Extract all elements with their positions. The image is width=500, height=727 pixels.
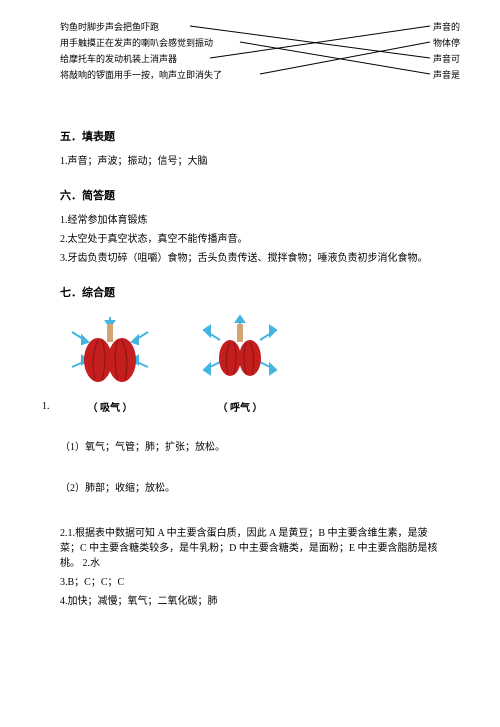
lung-exhale-svg (190, 312, 290, 392)
lung-inhale: 1. （ 吸气 ） (60, 312, 160, 414)
lung-exhale: （ 呼气 ） (190, 312, 290, 414)
section5-heading: 五．填表题 (60, 128, 440, 144)
section6-line1: 1.经常参加体育锻炼 (60, 213, 440, 228)
section7-q2-3: 3.B；C；C；C (60, 575, 440, 590)
section7-ans1: （1）氧气；气管；肺；扩张；放松。 (60, 440, 440, 455)
matching-lines (60, 20, 460, 90)
lung-diagram-row: 1. （ 吸气 ） (60, 312, 440, 414)
item-number: 1. (42, 401, 50, 412)
matching-section: 钓鱼时脚步声会把鱼吓跑 用手触摸正在发声的喇叭会感觉到振动 给摩托车的发动机装上… (60, 20, 440, 110)
lung-exhale-label: （ 呼气 ） (190, 399, 290, 414)
section7-q2-4: 4.加快；减慢；氧气；二氧化碳；肺 (60, 594, 440, 609)
section7-heading: 七．综合题 (60, 284, 440, 300)
section5-line1: 1.声音；声波；振动；信号；大脑 (60, 154, 440, 169)
section7-q2-1: 2.1.根据表中数据可知 A 中主要含蛋白质，因此 A 是黄豆；B 中主要含维生… (60, 526, 440, 571)
section7-ans2: （2）肺部；收缩；放松。 (60, 481, 440, 496)
section6-heading: 六．简答题 (60, 187, 440, 203)
section6-line3: 3.牙齿负责切碎（咀嚼）食物；舌头负责传送、搅拌食物；唾液负责初步消化食物。 (60, 251, 440, 266)
lung-inhale-label: （ 吸气 ） (60, 399, 160, 414)
section6-line2: 2.太空处于真空状态，真空不能传播声音。 (60, 232, 440, 247)
lung-inhale-svg (60, 312, 160, 392)
